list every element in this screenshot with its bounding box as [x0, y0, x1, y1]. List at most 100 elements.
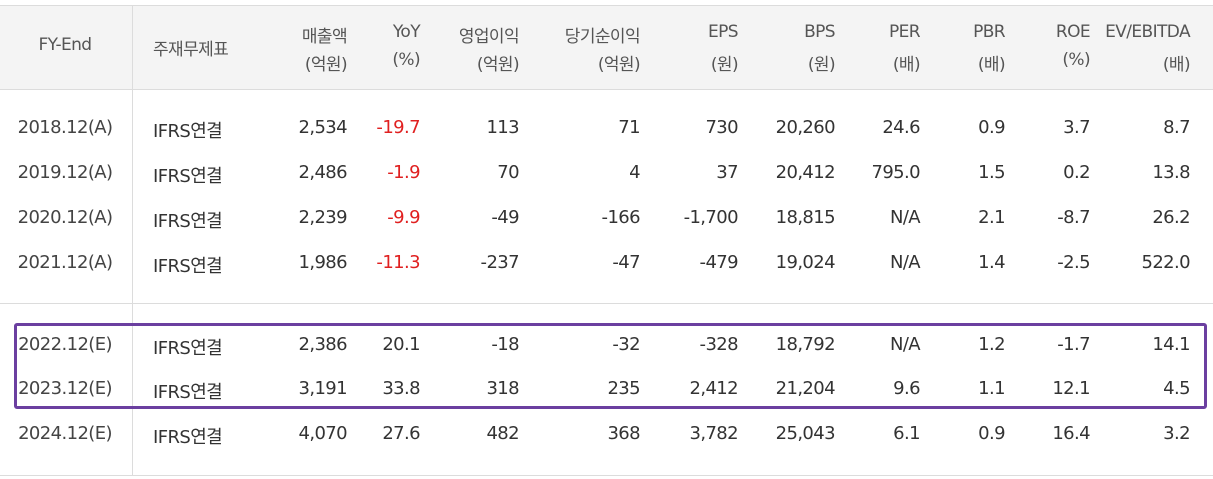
cell-pbr: 1.1: [978, 378, 1005, 399]
cell-roe: 0.2: [1063, 162, 1090, 183]
cell-financial-basis: IFRS연결: [153, 338, 223, 359]
cell-ev-ebitda: 14.1: [1152, 334, 1190, 355]
header-bps-unit: (원): [807, 55, 836, 75]
table-bottom-rule: [0, 475, 1213, 476]
header-yoy: YoY: [392, 22, 421, 42]
cell-operating-income: 113: [486, 117, 519, 138]
cell-roe: -8.7: [1057, 207, 1090, 228]
header-operating-income-unit: (억원): [476, 55, 520, 75]
cell-pbr: 0.9: [978, 117, 1005, 138]
header-bottom-rule: [0, 89, 1213, 90]
cell-yoy: -1.9: [387, 162, 420, 183]
cell-financial-basis: IFRS연결: [153, 382, 223, 403]
cell-operating-income: -49: [491, 207, 519, 228]
header-fy-end: FY-End: [38, 35, 93, 55]
header-roe-unit: (%): [1062, 50, 1090, 70]
cell-financial-basis: IFRS연결: [153, 166, 223, 187]
cell-per: N/A: [889, 334, 921, 355]
cell-bps: 25,043: [775, 423, 836, 444]
cell-sales: 1,986: [298, 252, 347, 273]
cell-bps: 20,412: [775, 162, 836, 183]
header-eps: EPS: [708, 22, 739, 42]
cell-net-income: 71: [618, 117, 640, 138]
cell-yoy: 27.6: [382, 423, 420, 444]
cell-eps: 37: [716, 162, 738, 183]
group-divider-rule: [0, 303, 1213, 304]
cell-ev-ebitda: 13.8: [1152, 162, 1190, 183]
cell-roe: 3.7: [1063, 117, 1090, 138]
cell-per: 9.6: [893, 378, 920, 399]
cell-operating-income: -237: [480, 252, 520, 273]
header-ev-ebitda-unit: (배): [1162, 55, 1191, 75]
cell-ev-ebitda: 8.7: [1163, 117, 1190, 138]
cell-operating-income: 482: [486, 423, 519, 444]
cell-roe: 12.1: [1052, 378, 1090, 399]
cell-fy-end: 2022.12(E): [18, 334, 112, 355]
cell-eps: 730: [705, 117, 738, 138]
cell-net-income: 368: [607, 423, 640, 444]
header-pbr: PBR: [973, 22, 1006, 42]
cell-pbr: 2.1: [978, 207, 1005, 228]
cell-sales: 4,070: [298, 423, 347, 444]
cell-yoy: -11.3: [376, 252, 420, 273]
cell-net-income: -166: [601, 207, 641, 228]
cell-sales: 2,486: [298, 162, 347, 183]
header-eps-unit: (원): [710, 55, 739, 75]
cell-ev-ebitda: 26.2: [1152, 207, 1190, 228]
header-net-income-unit: (억원): [597, 55, 641, 75]
cell-eps: -479: [699, 252, 739, 273]
cell-financial-basis: IFRS연결: [153, 121, 223, 142]
cell-fy-end: 2019.12(A): [17, 162, 113, 183]
cell-roe: -2.5: [1057, 252, 1090, 273]
cell-ev-ebitda: 522.0: [1141, 252, 1190, 273]
cell-per: 24.6: [882, 117, 920, 138]
cell-roe: -1.7: [1057, 334, 1090, 355]
cell-bps: 18,815: [775, 207, 836, 228]
cell-fy-end: 2023.12(E): [18, 378, 112, 399]
cell-net-income: -32: [612, 334, 640, 355]
cell-financial-basis: IFRS연결: [153, 211, 223, 232]
table-header-background: [0, 5, 1213, 89]
header-ev-ebitda: EV/EBITDA: [1105, 22, 1191, 42]
header-pbr-unit: (배): [977, 55, 1006, 75]
cell-per: N/A: [889, 207, 921, 228]
header-sales-unit: (억원): [304, 55, 348, 75]
cell-sales: 2,534: [298, 117, 347, 138]
cell-yoy: 33.8: [382, 378, 420, 399]
cell-operating-income: -18: [491, 334, 519, 355]
header-yoy-unit: (%): [392, 50, 420, 70]
cell-bps: 21,204: [775, 378, 836, 399]
cell-per: 795.0: [871, 162, 920, 183]
cell-eps: 2,412: [689, 378, 738, 399]
cell-fy-end: 2018.12(A): [17, 117, 113, 138]
header-net-income: 당기순이익: [564, 27, 641, 47]
cell-eps: -328: [699, 334, 739, 355]
cell-per: N/A: [889, 252, 921, 273]
cell-per: 6.1: [893, 423, 920, 444]
cell-pbr: 1.5: [978, 162, 1005, 183]
cell-yoy: -19.7: [376, 117, 420, 138]
table-top-rule: [0, 5, 1213, 6]
header-roe: ROE: [1055, 22, 1091, 42]
cell-pbr: 1.2: [978, 334, 1005, 355]
cell-fy-end: 2020.12(A): [17, 207, 113, 228]
cell-operating-income: 318: [486, 378, 519, 399]
cell-pbr: 0.9: [978, 423, 1005, 444]
cell-fy-end: 2024.12(E): [18, 423, 112, 444]
cell-eps: 3,782: [689, 423, 738, 444]
header-per-unit: (배): [892, 55, 921, 75]
cell-eps: -1,700: [683, 207, 739, 228]
cell-financial-basis: IFRS연결: [153, 256, 223, 277]
cell-yoy: -9.9: [387, 207, 420, 228]
cell-net-income: 4: [629, 162, 640, 183]
header-sales: 매출액: [301, 27, 348, 47]
cell-sales: 2,239: [298, 207, 347, 228]
cell-roe: 16.4: [1052, 423, 1090, 444]
cell-bps: 18,792: [775, 334, 836, 355]
cell-bps: 20,260: [775, 117, 836, 138]
cell-financial-basis: IFRS연결: [153, 427, 223, 448]
column-divider: [132, 5, 133, 476]
header-financial-basis: 주재무제표: [153, 40, 229, 60]
cell-bps: 19,024: [775, 252, 836, 273]
header-operating-income: 영업이익: [458, 27, 520, 47]
